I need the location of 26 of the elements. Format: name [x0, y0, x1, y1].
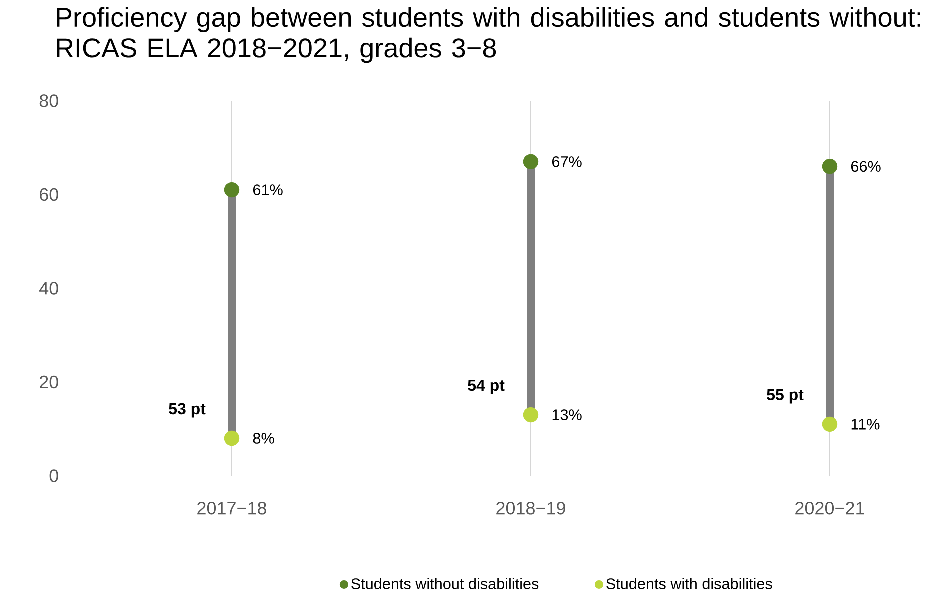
annotation: 55 pt — [767, 389, 804, 404]
legend-label: Students without disabilities — [352, 578, 539, 590]
y-tick-label: 40 — [40, 282, 58, 295]
legend-label: Students with disabilities — [606, 578, 772, 590]
data-label: 67% — [552, 156, 582, 168]
data-label: 8% — [253, 433, 274, 444]
point — [523, 154, 539, 170]
y-tick-label: 80 — [40, 94, 58, 108]
annotation: 54 pt — [468, 380, 505, 394]
data-label: 13% — [552, 410, 582, 420]
y-tick-label: 0 — [50, 470, 58, 482]
point — [224, 182, 240, 198]
x-tick-label: 2017−18 — [198, 502, 266, 515]
chart-title: Proficiency gap between students with disabilities and students without: RICAS ELA 2018−2021, grades 3−8 — [57, 7, 920, 64]
data-label: 11% — [852, 419, 880, 430]
y-tick-label: 60 — [40, 188, 58, 202]
x-tick-label: 2020−21 — [796, 502, 864, 515]
x-tick-label: 2018−19 — [496, 502, 566, 515]
y-tick-label: 20 — [40, 376, 58, 389]
point — [224, 430, 240, 446]
point — [523, 407, 539, 423]
data-label: 61% — [253, 184, 283, 196]
data-label: 66% — [851, 161, 881, 172]
point — [822, 416, 838, 432]
annotation: 53 pt — [169, 403, 206, 418]
point — [822, 159, 838, 174]
